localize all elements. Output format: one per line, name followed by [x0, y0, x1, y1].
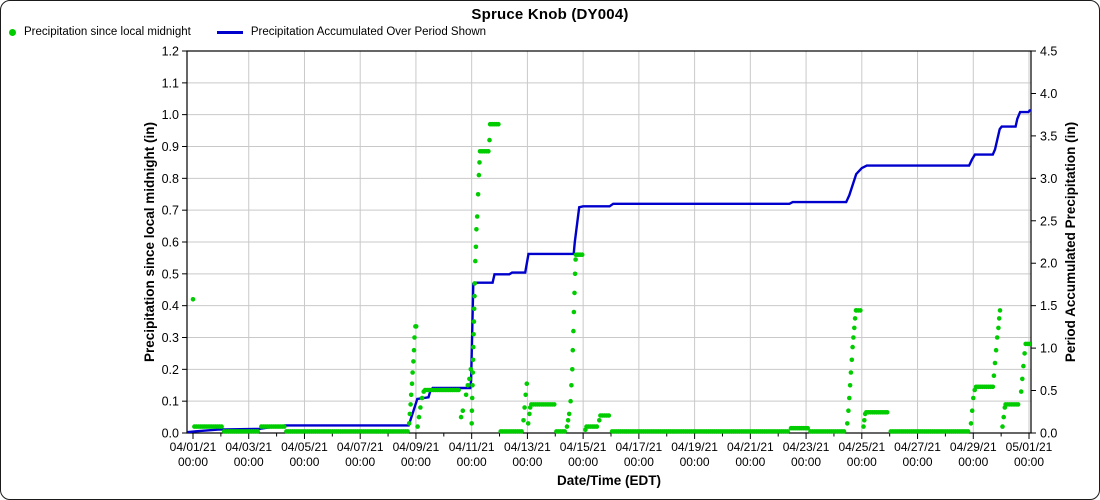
svg-text:0.0: 0.0 — [1040, 427, 1057, 441]
since-midnight-dots — [190, 121, 1031, 434]
svg-text:04/05/21: 04/05/21 — [281, 440, 328, 454]
svg-text:00:00: 00:00 — [345, 455, 375, 469]
svg-text:3.5: 3.5 — [1040, 129, 1057, 143]
legend-item-accumulated: Precipitation Accumulated Over Period Sh… — [216, 26, 487, 38]
svg-text:00:00: 00:00 — [1014, 455, 1044, 469]
svg-text:04/11/21: 04/11/21 — [449, 440, 495, 454]
green-dot-marker-icon — [9, 28, 16, 36]
svg-text:0.5: 0.5 — [162, 267, 179, 281]
svg-text:04/01/21: 04/01/21 — [170, 440, 217, 454]
svg-text:04/07/21: 04/07/21 — [337, 440, 384, 454]
axis-tick-labels: 0.0 0.1 0.2 0.3 0.4 0.5 0.6 0.7 0.8 0.9 1.0 1.1 1.2 0… — [162, 45, 1058, 470]
svg-text:0.5: 0.5 — [1040, 384, 1057, 398]
svg-text:0.9: 0.9 — [162, 140, 179, 154]
svg-text:0.1: 0.1 — [162, 395, 179, 409]
svg-text:00:00: 00:00 — [680, 455, 710, 469]
svg-text:0.8: 0.8 — [162, 172, 179, 186]
svg-text:1.5: 1.5 — [1040, 299, 1057, 313]
svg-text:00:00: 00:00 — [903, 455, 933, 469]
svg-text:00:00: 00:00 — [178, 455, 208, 469]
axis-titles: Precipitation since local midnight (in) P… — [142, 122, 1078, 488]
svg-text:00:00: 00:00 — [512, 455, 542, 469]
svg-text:00:00: 00:00 — [847, 455, 877, 469]
svg-text:Period Accumulated Precipitati: Period Accumulated Precipitation (in) — [1063, 122, 1078, 362]
gridlines — [187, 51, 1031, 433]
legend: Precipitation since local midnight Preci… — [9, 26, 486, 38]
svg-text:05/01/21: 05/01/21 — [1006, 440, 1053, 454]
svg-text:1.2: 1.2 — [162, 45, 179, 59]
svg-text:00:00: 00:00 — [624, 455, 654, 469]
svg-text:04/03/21: 04/03/21 — [225, 440, 272, 454]
legend-label: Precipitation Accumulated Over Period Sh… — [250, 26, 487, 38]
svg-text:0.3: 0.3 — [162, 331, 179, 345]
svg-text:4.0: 4.0 — [1040, 87, 1057, 101]
legend-item-since-midnight: Precipitation since local midnight — [9, 26, 191, 38]
svg-text:00:00: 00:00 — [457, 455, 487, 469]
svg-text:00:00: 00:00 — [234, 455, 264, 469]
svg-text:2.5: 2.5 — [1040, 214, 1057, 228]
svg-text:04/21/21: 04/21/21 — [727, 440, 774, 454]
svg-text:1.1: 1.1 — [162, 76, 179, 90]
svg-text:00:00: 00:00 — [289, 455, 319, 469]
svg-text:0.7: 0.7 — [162, 204, 179, 218]
svg-text:Date/Time (EDT): Date/Time (EDT) — [557, 473, 661, 488]
svg-text:04/27/21: 04/27/21 — [894, 440, 941, 454]
svg-text:2.0: 2.0 — [1040, 257, 1057, 271]
svg-text:04/23/21: 04/23/21 — [783, 440, 830, 454]
svg-text:04/17/21: 04/17/21 — [616, 440, 663, 454]
svg-text:04/15/21: 04/15/21 — [560, 440, 607, 454]
svg-text:00:00: 00:00 — [958, 455, 988, 469]
svg-text:00:00: 00:00 — [791, 455, 821, 469]
svg-text:0.0: 0.0 — [162, 427, 179, 441]
svg-text:1.0: 1.0 — [162, 108, 179, 122]
svg-text:04/13/21: 04/13/21 — [504, 440, 551, 454]
svg-text:1.0: 1.0 — [1040, 342, 1057, 356]
svg-text:Precipitation since local midn: Precipitation since local midnight (in) — [142, 122, 157, 362]
svg-text:3.0: 3.0 — [1040, 172, 1057, 186]
svg-text:00:00: 00:00 — [568, 455, 598, 469]
svg-text:0.6: 0.6 — [162, 236, 179, 250]
svg-text:00:00: 00:00 — [735, 455, 765, 469]
svg-text:04/29/21: 04/29/21 — [950, 440, 997, 454]
blue-line-marker-icon — [216, 30, 243, 34]
svg-text:00:00: 00:00 — [401, 455, 431, 469]
svg-text:04/25/21: 04/25/21 — [838, 440, 885, 454]
svg-text:0.2: 0.2 — [162, 363, 179, 377]
svg-text:04/19/21: 04/19/21 — [671, 440, 718, 454]
accumulated-precip-line — [187, 109, 1031, 434]
axis-ticks — [182, 50, 1036, 439]
svg-text:4.5: 4.5 — [1040, 45, 1057, 59]
chart-title: Spruce Knob (DY004) — [471, 6, 629, 23]
legend-label: Precipitation since local midnight — [24, 26, 191, 38]
svg-text:0.4: 0.4 — [162, 299, 179, 313]
svg-text:04/09/21: 04/09/21 — [393, 440, 440, 454]
